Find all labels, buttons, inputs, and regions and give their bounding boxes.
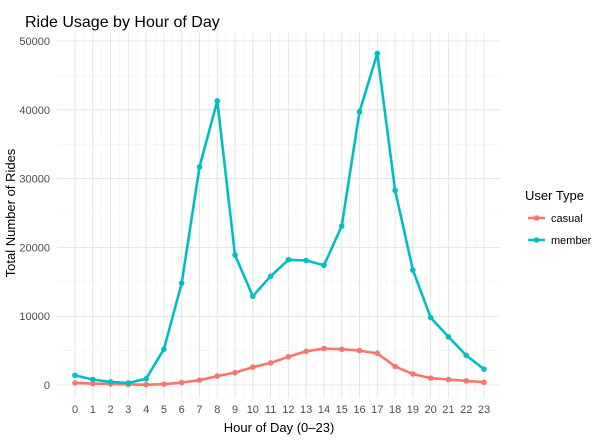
x-tick-label: 10 xyxy=(247,404,259,416)
y-tick-label: 30000 xyxy=(19,174,50,186)
data-point-member xyxy=(161,346,167,353)
legend-label-casual: casual xyxy=(551,213,583,225)
data-point-member xyxy=(427,314,434,321)
data-point-casual xyxy=(232,369,238,376)
x-tick-label: 11 xyxy=(265,404,276,416)
x-tick-label: 0 xyxy=(72,404,78,416)
data-point-casual xyxy=(214,373,221,379)
data-point-member xyxy=(285,256,292,263)
data-point-member xyxy=(232,252,238,258)
data-point-casual xyxy=(285,353,292,360)
data-point-casual xyxy=(445,376,452,383)
data-point-casual xyxy=(250,364,256,370)
x-tick-label: 2 xyxy=(108,404,114,416)
x-tick-label: 7 xyxy=(196,404,202,416)
data-point-casual xyxy=(338,346,345,353)
y-tick-label: 10000 xyxy=(19,311,50,323)
data-point-casual xyxy=(72,380,78,386)
x-tick-label: 1 xyxy=(90,404,96,416)
data-point-member xyxy=(178,280,185,286)
data-point-member xyxy=(267,273,274,280)
x-tick-label: 3 xyxy=(125,404,131,416)
legend-key-point-casual xyxy=(533,215,540,221)
data-point-member xyxy=(107,379,114,385)
data-point-member xyxy=(72,372,78,379)
data-point-member xyxy=(143,376,149,382)
x-tick-label: 4 xyxy=(143,404,149,416)
legend-title: User Type xyxy=(525,188,584,203)
series-line-member xyxy=(73,52,486,385)
series-member xyxy=(72,50,487,386)
x-tick-label: 9 xyxy=(232,404,238,416)
data-point-casual xyxy=(89,380,96,387)
data-point-member xyxy=(392,187,398,194)
data-point-casual xyxy=(481,379,487,386)
data-point-casual xyxy=(427,375,434,381)
data-point-casual xyxy=(196,377,203,383)
data-point-casual xyxy=(321,345,327,352)
y-axis-label: Total Number of Rides xyxy=(3,148,18,277)
series-casual xyxy=(72,345,487,388)
legend: User Type casual member xyxy=(525,188,592,247)
x-tick-label: 19 xyxy=(407,404,419,416)
x-tick-label: 17 xyxy=(371,404,383,416)
data-point-casual xyxy=(267,360,274,366)
data-point-casual xyxy=(143,381,149,388)
data-point-member xyxy=(196,164,203,170)
data-point-member xyxy=(356,109,363,115)
x-tick-label: 5 xyxy=(161,404,167,416)
data-point-member xyxy=(481,366,487,372)
data-point-member xyxy=(338,223,345,229)
data-point-member xyxy=(250,293,256,300)
data-point-member xyxy=(89,376,96,383)
x-tick-label: 8 xyxy=(214,404,220,416)
data-point-casual xyxy=(161,381,167,387)
x-axis-label: Hour of Day (0–23) xyxy=(224,420,335,435)
y-tick-label: 50000 xyxy=(19,36,50,48)
x-tick-label: 15 xyxy=(336,404,348,416)
series-line-casual xyxy=(73,347,486,387)
data-point-member xyxy=(445,334,452,340)
data-point-member xyxy=(374,50,381,57)
data-point-member xyxy=(125,380,132,386)
x-tick-label: 18 xyxy=(389,404,401,416)
data-point-member xyxy=(214,98,221,104)
x-tick-label: 20 xyxy=(425,404,437,416)
data-point-casual xyxy=(356,347,363,354)
data-point-casual xyxy=(178,379,185,386)
data-point-casual xyxy=(303,348,309,355)
y-tick-label: 20000 xyxy=(19,242,50,254)
data-point-casual xyxy=(374,350,381,357)
data-point-member xyxy=(463,352,470,359)
y-tick-label: 40000 xyxy=(19,105,50,117)
x-tick-label: 14 xyxy=(318,404,330,416)
data-point-casual xyxy=(410,371,416,377)
data-point-member xyxy=(303,257,309,264)
chart-title: Ride Usage by Hour of Day xyxy=(25,14,220,31)
data-point-member xyxy=(321,262,327,269)
x-tick-label: 23 xyxy=(478,404,490,416)
x-tick-label: 6 xyxy=(179,404,185,416)
x-tick-label: 16 xyxy=(353,404,365,416)
x-tick-label: 21 xyxy=(442,404,454,416)
legend-key-point-member xyxy=(533,237,540,243)
data-point-member xyxy=(410,267,416,273)
y-tick-label: 0 xyxy=(44,380,50,392)
data-point-casual xyxy=(392,363,398,370)
x-tick-label: 12 xyxy=(282,404,294,416)
x-tick-label: 13 xyxy=(300,404,312,416)
legend-label-member: member xyxy=(551,235,592,247)
data-point-casual xyxy=(463,378,470,384)
x-tick-label: 22 xyxy=(460,404,472,416)
